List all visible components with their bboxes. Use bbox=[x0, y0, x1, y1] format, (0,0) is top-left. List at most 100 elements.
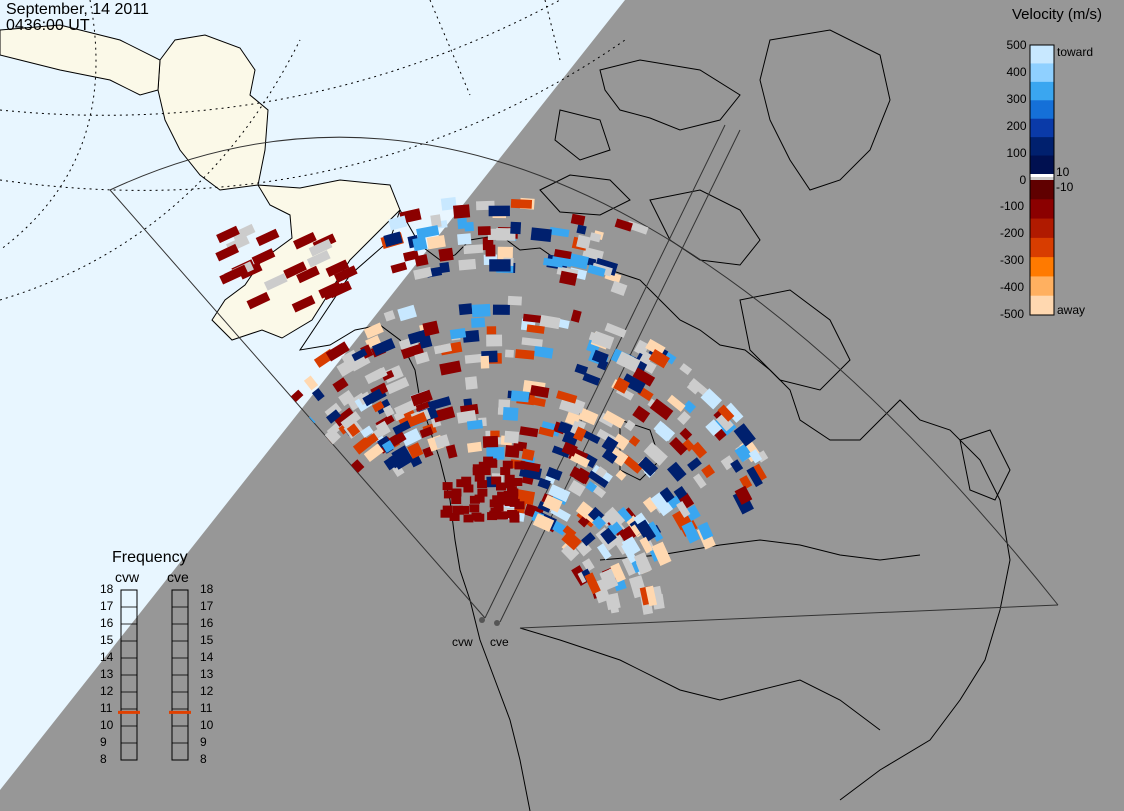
radar-cell bbox=[635, 519, 657, 543]
radar-cell bbox=[582, 372, 601, 386]
radar-cell bbox=[477, 226, 491, 236]
radar-cell bbox=[673, 486, 688, 500]
radar-cell bbox=[502, 407, 519, 421]
radar-cell bbox=[328, 280, 352, 299]
frequency-tick-label-right: 8 bbox=[200, 752, 207, 766]
velocity-tick-label: 200 bbox=[1006, 119, 1027, 133]
colorbar-toward-segment bbox=[1030, 45, 1054, 64]
radar-cell bbox=[532, 513, 555, 532]
radar-cell bbox=[308, 239, 333, 257]
radar-cell bbox=[407, 442, 424, 459]
radar-cell bbox=[539, 314, 561, 330]
radar-cell bbox=[546, 466, 563, 481]
radar-cell bbox=[538, 426, 555, 438]
radar-cell bbox=[453, 204, 471, 219]
radar-cell bbox=[646, 521, 664, 542]
colorbar-away-segment bbox=[1030, 295, 1054, 316]
radar-cell bbox=[601, 436, 619, 454]
radar-cell bbox=[573, 426, 587, 442]
frequency-title: Frequency bbox=[112, 549, 188, 566]
radar-cell bbox=[510, 221, 522, 235]
site-label-cvw: cvw bbox=[452, 635, 473, 649]
radar-cell bbox=[478, 461, 489, 470]
radar-cell bbox=[407, 329, 427, 345]
radar-cell bbox=[293, 232, 317, 250]
radar-cell bbox=[397, 304, 417, 322]
radar-cell bbox=[734, 443, 753, 463]
radar-cell bbox=[559, 270, 578, 286]
radar-cell bbox=[621, 536, 641, 557]
radar-cell bbox=[512, 478, 523, 486]
radar-cell bbox=[681, 521, 701, 544]
colorbar-away-segment bbox=[1030, 257, 1054, 277]
colorbar-frame bbox=[1029, 44, 1055, 316]
radar-cell bbox=[537, 477, 551, 490]
colorbar-toward-segment bbox=[1030, 81, 1054, 101]
radar-cell bbox=[521, 337, 543, 347]
radar-cell bbox=[363, 322, 384, 339]
radar-cell bbox=[692, 473, 707, 489]
radar-cell bbox=[577, 407, 599, 426]
frequency-tick-label-left: 17 bbox=[100, 599, 114, 613]
radar-cell bbox=[442, 505, 453, 514]
colorbar-zero-segment bbox=[1030, 174, 1054, 177]
frequency-tick-label-right: 12 bbox=[200, 684, 214, 698]
radar-cell bbox=[398, 402, 411, 414]
radar-cell bbox=[519, 426, 539, 438]
radar-cell bbox=[333, 265, 358, 283]
velocity-tick-label: -10 bbox=[1056, 180, 1074, 194]
radar-cell bbox=[500, 467, 511, 476]
radar-cell bbox=[426, 235, 446, 250]
radar-cell bbox=[529, 385, 550, 398]
radar-cell bbox=[533, 345, 554, 359]
radar-cell bbox=[591, 515, 607, 530]
frequency-tick-label-right: 18 bbox=[200, 582, 214, 596]
radar-cell bbox=[522, 313, 543, 323]
radar-cell bbox=[291, 295, 316, 313]
radar-cell bbox=[497, 491, 508, 500]
radar-cell bbox=[419, 426, 434, 439]
radar-cell bbox=[643, 442, 668, 466]
radar-cell bbox=[504, 474, 515, 483]
frequency-tick-label-left: 10 bbox=[100, 718, 114, 732]
radar-cell bbox=[649, 398, 674, 421]
radar-cell bbox=[615, 469, 627, 481]
radar-cell bbox=[606, 511, 622, 526]
frequency-gauges bbox=[118, 589, 191, 761]
radar-cell bbox=[576, 224, 587, 235]
day-side-region bbox=[0, 0, 625, 790]
radar-cell bbox=[480, 467, 491, 476]
radar-cell bbox=[480, 355, 490, 369]
colorbar-toward-segment bbox=[1030, 137, 1054, 157]
colorbar-away-segment bbox=[1030, 218, 1054, 239]
radar-cell bbox=[581, 532, 596, 547]
radar-cell bbox=[551, 445, 571, 458]
radar-cell bbox=[363, 443, 384, 463]
radar-cell bbox=[526, 324, 545, 334]
radar-cell bbox=[492, 304, 510, 315]
radar-cell bbox=[311, 388, 325, 402]
radar-cell bbox=[611, 433, 630, 451]
radar-cell bbox=[474, 473, 485, 482]
radar-cell bbox=[432, 406, 456, 423]
radar-cell bbox=[587, 264, 606, 277]
radar-cell bbox=[596, 543, 612, 560]
colorbar-away-segment bbox=[1030, 180, 1054, 200]
radar-cell bbox=[561, 530, 582, 551]
radar-cell bbox=[574, 467, 591, 485]
radar-cell bbox=[739, 475, 753, 490]
radar-cell bbox=[486, 334, 503, 347]
radar-cell bbox=[485, 244, 496, 257]
radar-cell bbox=[614, 218, 633, 232]
radar-cell bbox=[679, 363, 693, 376]
frequency-radar-label-cvw: cvw bbox=[115, 569, 140, 585]
frequency-tick-label-left: 13 bbox=[100, 667, 114, 681]
radar-cell bbox=[510, 390, 530, 403]
radar-cell bbox=[449, 513, 460, 521]
radar-cell bbox=[655, 422, 675, 442]
frequency-tick-label-right: 16 bbox=[200, 616, 214, 630]
radar-cell bbox=[508, 488, 519, 497]
radar-cell bbox=[621, 555, 638, 577]
radar-cell bbox=[472, 467, 483, 476]
radar-cell bbox=[463, 398, 473, 407]
